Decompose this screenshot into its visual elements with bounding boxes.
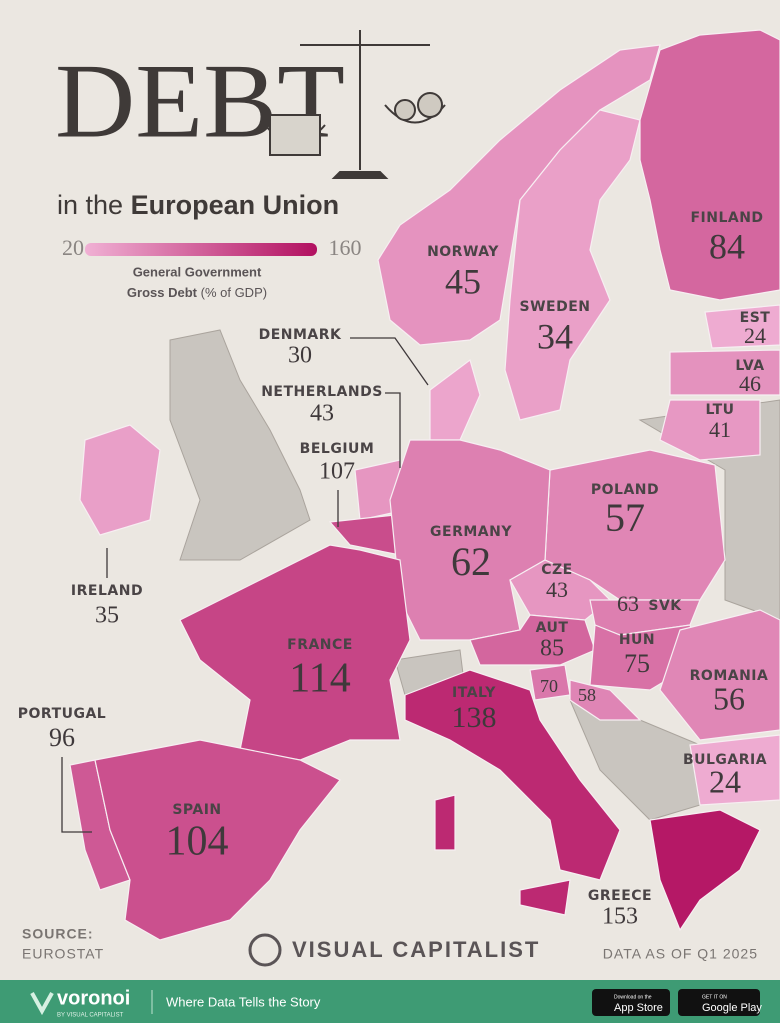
country-name: GREECE	[588, 888, 652, 904]
country-name: IRELAND	[71, 583, 143, 599]
google-play-small: GET IT ON	[702, 994, 727, 1000]
country	[94, 739, 341, 941]
country-value: 62	[451, 539, 491, 584]
legend-label: Gross Debt (% of GDP)	[127, 285, 267, 300]
country	[434, 794, 456, 851]
country-value: 43	[310, 401, 334, 427]
scale-icon	[264, 30, 446, 179]
subtitle-bold: European Union	[131, 190, 340, 220]
brand: VISUAL CAPITALIST	[292, 937, 540, 962]
country-name: LTU	[705, 402, 734, 418]
country-name: FINLAND	[690, 210, 763, 226]
voronoi: voronoi	[57, 987, 130, 1009]
google-play: Google Play	[702, 1002, 762, 1014]
country-name: DENMARK	[259, 327, 342, 343]
country-value: 41	[709, 417, 731, 442]
country-name: SWEDEN	[520, 299, 591, 315]
country-name: ITALY	[452, 685, 496, 701]
country-value: 104	[166, 819, 229, 865]
app-store-badge[interactable]	[592, 989, 670, 1016]
voronoi-sub: BY VISUAL CAPITALIST	[57, 1013, 124, 1019]
country-value: 138	[452, 701, 497, 734]
country-value: 114	[289, 656, 350, 702]
country-name: NORWAY	[427, 244, 499, 260]
country-value: 43	[546, 577, 568, 602]
country-value: 56	[713, 680, 745, 716]
country	[429, 358, 481, 441]
country	[179, 544, 411, 761]
country	[569, 679, 642, 721]
country-value: 24	[709, 763, 741, 799]
country-name: SPAIN	[172, 802, 221, 818]
country	[669, 349, 780, 396]
country-value: 85	[540, 636, 564, 662]
country-name: ROMANIA	[690, 668, 769, 684]
voronoi-logo	[30, 992, 54, 1016]
legend-min: 20	[62, 235, 84, 260]
app-store: App Store	[614, 1002, 663, 1014]
country-value: 46	[739, 371, 761, 396]
country-value: 30	[288, 343, 312, 369]
country-name: EST	[740, 310, 771, 326]
country-value: 45	[445, 261, 481, 301]
country	[404, 669, 621, 881]
source: EUROSTAT	[22, 946, 104, 962]
country-value: 34	[537, 316, 573, 356]
legend-bar	[85, 243, 317, 256]
country-value: 63	[617, 591, 639, 616]
legend-label: General Government	[133, 264, 262, 279]
legend-unit: (% of GDP)	[201, 285, 267, 300]
country	[649, 809, 761, 932]
country	[469, 614, 596, 666]
country-name: PORTUGAL	[18, 706, 106, 722]
leader-line	[385, 392, 401, 468]
source-label: SOURCE:	[22, 926, 94, 942]
country-value: 70	[540, 676, 558, 696]
country-name: POLAND	[591, 482, 659, 498]
country	[519, 879, 571, 916]
country	[659, 609, 780, 741]
country	[704, 304, 780, 349]
tagline: Where Data Tells the Story	[166, 994, 321, 1009]
leader-line	[61, 757, 92, 833]
country	[689, 734, 780, 806]
country-value: 24	[744, 323, 766, 348]
country	[659, 399, 761, 461]
country-value: 35	[95, 603, 119, 629]
country-value: 84	[709, 226, 745, 266]
country	[639, 29, 780, 301]
data-date: DATA AS OF Q1 2025	[603, 946, 758, 962]
google-play-badge[interactable]	[678, 989, 760, 1016]
subtitle: in the European Union	[57, 190, 339, 220]
country-value: 58	[578, 685, 596, 705]
app-store-small: Download on the	[614, 994, 652, 1000]
subtitle-plain: in the	[57, 190, 123, 220]
country-value: 75	[624, 649, 650, 678]
land-uk	[169, 329, 311, 561]
country-name: HUN	[619, 632, 655, 648]
country-name: BULGARIA	[683, 752, 767, 768]
country-name: FRANCE	[287, 637, 353, 653]
country-value: 107	[319, 459, 355, 485]
country	[79, 424, 161, 536]
country-name: BELGIUM	[300, 441, 375, 457]
country-name: GERMANY	[430, 524, 512, 540]
country-name: LVA	[735, 358, 764, 374]
country-name: CZE	[541, 562, 573, 578]
country-name: NETHERLANDS	[261, 384, 383, 400]
legend-label-bold: Gross Debt	[127, 285, 198, 300]
country-value: 57	[605, 495, 645, 540]
country-name: AUT	[536, 620, 569, 636]
legend-max: 160	[329, 235, 362, 260]
country	[504, 109, 641, 421]
country-name: SVK	[648, 598, 682, 614]
country-value: 96	[49, 723, 75, 752]
brand-logo	[248, 933, 282, 967]
country-value: 153	[602, 904, 638, 930]
leader-line	[350, 337, 429, 386]
